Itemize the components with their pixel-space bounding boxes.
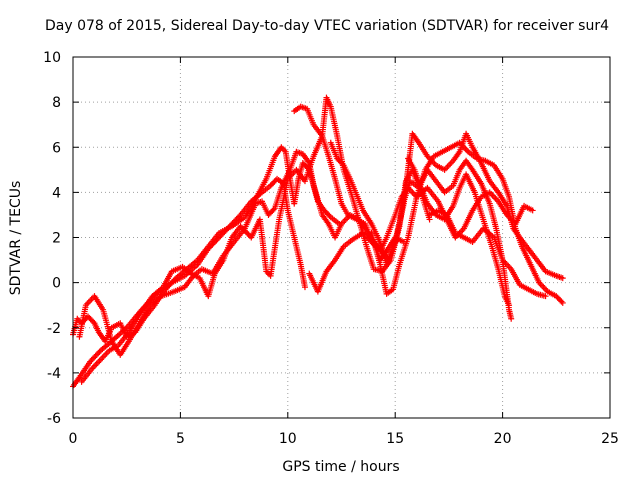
- data-point: [559, 275, 566, 282]
- data-point: [301, 284, 308, 291]
- y-tick-label: -4: [47, 366, 61, 382]
- y-tick-label: 10: [43, 50, 61, 66]
- x-axis-label: GPS time / hours: [282, 459, 399, 475]
- data-point: [558, 298, 565, 305]
- data-point: [559, 299, 566, 306]
- x-tick-label: 10: [279, 431, 297, 447]
- x-tick-label: 20: [494, 431, 512, 447]
- y-tick-label: 0: [52, 276, 61, 292]
- y-tick-label: 4: [52, 185, 61, 201]
- data-point: [506, 302, 513, 309]
- data-point: [508, 315, 515, 322]
- y-tick-label: 2: [52, 231, 61, 247]
- x-tick-label: 5: [176, 431, 185, 447]
- x-tick-label: 15: [386, 431, 404, 447]
- data-points: [70, 94, 566, 390]
- data-point: [529, 207, 536, 214]
- y-tick-label: -2: [47, 321, 61, 337]
- grid-lines: [73, 57, 610, 418]
- y-axis-label: SDTVAR / TECUs: [8, 181, 24, 296]
- x-tick-label: 25: [601, 431, 619, 447]
- y-tick-label: -6: [47, 411, 61, 427]
- y-tick-label: 8: [52, 95, 61, 111]
- plot-area-border: [72, 56, 611, 419]
- data-point: [339, 160, 346, 167]
- data-point: [336, 220, 343, 227]
- x-tick-label: 0: [69, 431, 78, 447]
- data-point: [326, 212, 333, 219]
- y-tick-label: 6: [52, 140, 61, 156]
- chart-title: Day 078 of 2015, Sidereal Day-to-day VTE…: [45, 18, 609, 34]
- data-point: [90, 318, 97, 325]
- data-point: [542, 293, 549, 300]
- data-point: [270, 206, 277, 213]
